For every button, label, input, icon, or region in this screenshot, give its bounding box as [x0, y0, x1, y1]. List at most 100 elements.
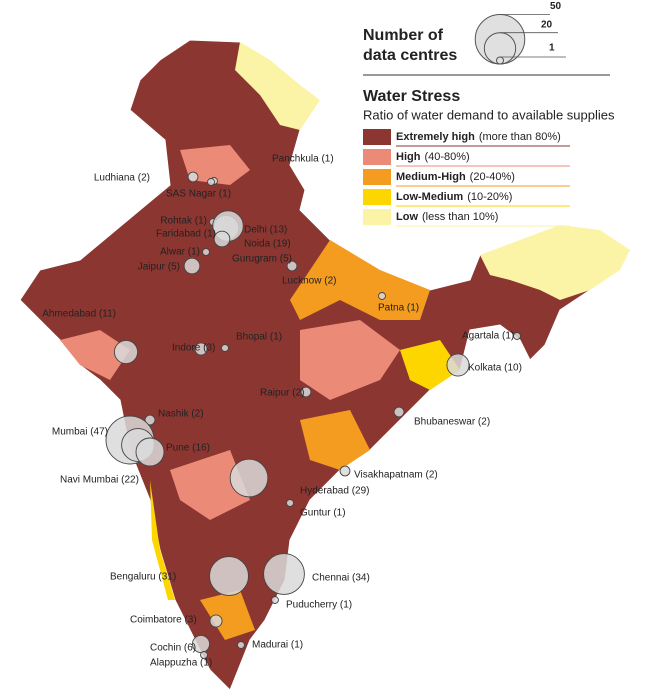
- city-labels: Panchkula (1) Ludhiana (2) SAS Nagar (1) Ro…: [42, 154, 522, 669]
- city-label: Faridabad (1): [156, 229, 216, 240]
- size-legend-label: 20: [541, 19, 553, 30]
- size-legend-label: 50: [550, 1, 562, 12]
- city-bubble: [113, 339, 139, 365]
- city-label: Bhopal (1): [236, 332, 282, 343]
- legend-swatch: [363, 169, 391, 185]
- city-label: Rohtak (1): [160, 216, 207, 227]
- region-low-medium: [150, 480, 175, 600]
- city-label: Visakhapatnam (2): [354, 470, 438, 481]
- city-bubble: [339, 465, 351, 477]
- city-label: Alappuzha (1): [150, 658, 212, 669]
- city-label: Noida (19): [244, 239, 291, 250]
- city-bubble: [194, 342, 208, 356]
- city-bubble: [271, 596, 279, 604]
- city-label: Patna (1): [378, 303, 419, 314]
- legend-label: Extremely high (more than 80%): [396, 131, 561, 143]
- city-label: Navi Mumbai (22): [60, 475, 139, 486]
- water-stress-title: Water Stress: [363, 88, 460, 105]
- city-bubble: [221, 344, 229, 352]
- class-range: (10-20%): [467, 191, 512, 203]
- region-medium-high: [300, 410, 370, 470]
- city-bubble: [286, 260, 298, 272]
- legend-label: Medium-High (20-40%): [396, 171, 515, 183]
- city-label: Nashik (2): [158, 409, 204, 420]
- city-bubble: [237, 641, 245, 649]
- region-medium-high: [200, 590, 255, 640]
- city-bubble: [229, 458, 269, 498]
- class-range: (less than 10%): [422, 211, 498, 223]
- class-range: (40-80%): [424, 151, 469, 163]
- city-label: Lucknow (2): [282, 276, 336, 287]
- legend-swatch: [363, 209, 391, 225]
- city-label: Pune (16): [166, 443, 210, 454]
- class-name: Low-Medium: [396, 191, 463, 203]
- region-low: [480, 225, 630, 300]
- city-label: Gurugram (5): [232, 254, 292, 265]
- city-label: Delhi (13): [244, 225, 287, 236]
- legend-swatch: [363, 189, 391, 205]
- india-map: [19, 39, 631, 690]
- water-stress-subtitle: Ratio of water demand to available suppl…: [363, 107, 615, 122]
- city-bubble: [300, 386, 312, 398]
- class-range: (more than 80%): [479, 131, 561, 143]
- city-bubble: [200, 651, 208, 659]
- city-label: Bengaluru (31): [110, 572, 176, 583]
- city-bubble: [135, 437, 165, 467]
- city-label: Guntur (1): [300, 508, 346, 519]
- legend-swatch: [363, 129, 391, 145]
- city-bubble: [144, 414, 156, 426]
- city-label: Panchkula (1): [272, 154, 334, 165]
- city-bubble: [393, 406, 405, 418]
- region-high: [60, 330, 130, 380]
- size-legend-circle: [496, 56, 504, 65]
- region-low-medium: [400, 340, 460, 390]
- city-bubble: [183, 257, 201, 275]
- city-label: Kolkata (10): [468, 363, 522, 374]
- city-bubble: [209, 614, 223, 628]
- class-name: High: [396, 151, 421, 163]
- city-bubble: [378, 292, 386, 300]
- class-range: (20-40%): [470, 171, 515, 183]
- legend-label: High (40-80%): [396, 151, 470, 163]
- legend-swatch: [363, 149, 391, 165]
- city-label: Puducherry (1): [286, 600, 352, 611]
- city-bubble: [209, 556, 249, 596]
- city-label: Bhubaneswar (2): [414, 417, 490, 428]
- city-bubble: [207, 178, 215, 186]
- region-low: [235, 42, 320, 130]
- class-name: Extremely high: [396, 131, 475, 143]
- city-bubble: [446, 353, 470, 377]
- size-legend-title: data centres: [363, 47, 457, 64]
- legend-label: Low (less than 10%): [396, 211, 498, 223]
- class-name: Low: [396, 211, 418, 223]
- region-high: [170, 450, 250, 520]
- city-bubble: [187, 171, 199, 183]
- city-bubble: [213, 230, 231, 248]
- city-label: Ludhiana (2): [94, 173, 150, 184]
- class-name: Medium-High: [396, 171, 466, 183]
- city-bubble: [513, 332, 521, 340]
- city-label: Alwar (1): [160, 247, 200, 258]
- city-label: Indore (3): [172, 343, 215, 354]
- region-medium-high: [290, 240, 430, 320]
- city-label: Mumbai (47): [52, 427, 108, 438]
- region-high: [300, 320, 400, 400]
- city-label: SAS Nagar (1): [166, 189, 231, 200]
- city-bubble: [286, 499, 294, 507]
- city-bubble: [263, 553, 305, 595]
- city-label: Chennai (34): [312, 573, 370, 584]
- city-label: Madurai (1): [252, 640, 303, 651]
- size-legend-label: 1: [549, 43, 555, 54]
- size-legend-title: Number of: [363, 27, 444, 44]
- city-label: Hyderabad (29): [300, 486, 369, 497]
- city-label: Agartala (1): [462, 331, 514, 342]
- city-label: Raipur (2): [260, 388, 304, 399]
- city-label: Coimbatore (3): [130, 615, 197, 626]
- city-label: Jaipur (5): [138, 262, 180, 273]
- bubbles: [105, 171, 521, 659]
- city-label: Ahmedabad (11): [42, 309, 116, 320]
- city-label: Cochin (6): [150, 643, 196, 654]
- city-bubble: [202, 248, 210, 256]
